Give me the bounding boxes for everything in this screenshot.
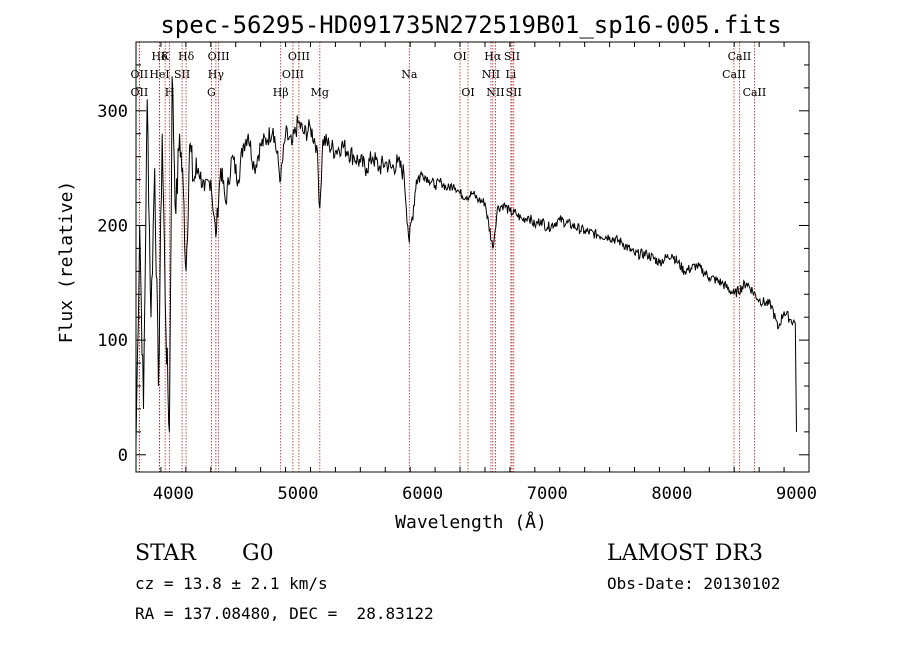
line-marker-label-23: SII	[506, 86, 522, 99]
redshift-cz: cz = 13.8 ± 2.1 km/s	[135, 574, 328, 593]
line-marker-label-3: OII	[131, 68, 149, 81]
line-marker-label-8: OIII	[208, 50, 230, 63]
x-tick-label: 8000	[651, 484, 692, 504]
line-marker-label-16: OI	[453, 50, 466, 63]
spectrum-chart: spec-56295-HD091735N272519B01_sp16-005.f…	[56, 11, 817, 533]
survey-name: LAMOST DR3	[607, 541, 763, 566]
y-tick-label: 200	[97, 216, 128, 236]
line-marker-label-11: OIII	[288, 50, 310, 63]
x-axis-label: Wavelength (Å)	[395, 511, 547, 533]
line-marker-label-18: Hα	[484, 50, 502, 63]
y-tick-label: 0	[118, 446, 128, 466]
x-tick-label: 4000	[153, 484, 194, 504]
line-marker-label-12: OIII	[282, 68, 304, 81]
y-tick-label: 100	[97, 331, 128, 351]
line-marker-label-22: NII	[486, 86, 504, 99]
y-axis-ticks: 0 100 200 300	[97, 64, 809, 466]
line-marker-label-20: NII	[482, 68, 500, 81]
line-marker-label-5: SII	[174, 68, 190, 81]
line-marker-label-19: SII	[504, 50, 520, 63]
line-marker-label-26: CaII	[743, 86, 767, 99]
line-marker-label-9: Hγ	[208, 68, 225, 81]
line-marker-label-6: OII	[131, 86, 149, 99]
x-axis-ticks: 4000 5000 6000 7000 8000 9000	[135, 42, 817, 504]
object-subclass: G0	[242, 541, 274, 566]
observation-date: Obs-Date: 20130102	[607, 574, 781, 593]
y-axis-label: Flux (relative)	[56, 181, 77, 344]
line-marker-label-13: Hβ	[273, 86, 289, 99]
line-marker-label-4: HeI	[149, 68, 169, 81]
line-marker-label-24: CaII	[728, 50, 752, 63]
line-marker-label-2: Hδ	[178, 50, 195, 63]
line-marker-label-25: CaII	[722, 68, 746, 81]
line-marker-label-14: Mg	[311, 86, 329, 99]
line-marker-label-10: G	[207, 86, 216, 99]
line-marker-label-15: Na	[401, 68, 418, 81]
spectrum-series	[135, 76, 797, 444]
chart-title: spec-56295-HD091735N272519B01_sp16-005.f…	[160, 11, 781, 39]
object-class: STAR	[135, 541, 196, 566]
coordinates: RA = 137.08480, DEC = 28.83122	[135, 604, 434, 623]
spectrum-line	[135, 76, 797, 444]
line-marker-label-21: Li	[505, 68, 516, 81]
plot-frame	[135, 41, 810, 473]
line-marker-label-17: OI	[461, 86, 474, 99]
y-tick-label: 300	[97, 102, 128, 122]
x-tick-label: 6000	[402, 484, 443, 504]
line-marker-label-7: H	[165, 86, 175, 99]
line-marker-label-1: K	[161, 50, 170, 63]
x-tick-label: 5000	[278, 484, 319, 504]
x-tick-label: 9000	[776, 484, 817, 504]
x-tick-label: 7000	[527, 484, 568, 504]
line-marker-label-0: Hδ	[151, 50, 168, 63]
